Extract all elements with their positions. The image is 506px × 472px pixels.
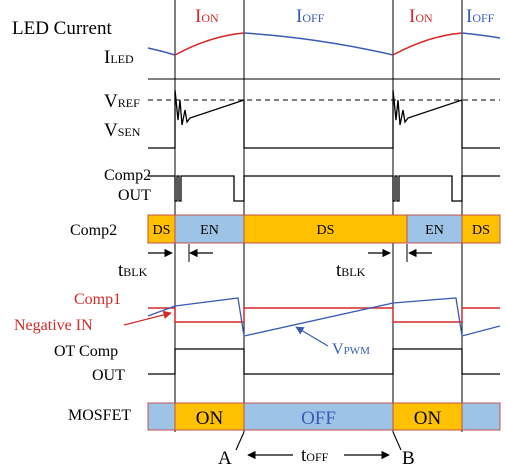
i-led-waveform-off-1: [147, 47, 176, 56]
label-comp1: Comp1: [74, 291, 121, 308]
ot-comp-out-waveform: [148, 348, 500, 375]
t-blk-marker-1: tBLK: [118, 244, 213, 281]
t-blk-2-label: tBLK: [336, 260, 366, 281]
v-pwm-arrow: [295, 326, 329, 347]
label-ot-comp-2: OUT: [92, 367, 125, 384]
comp2-state-ds-1: [147, 214, 176, 244]
mosfet-state-off-2: [243, 402, 394, 431]
label-point-a: A: [218, 448, 232, 469]
phase-label-ion-1: ION: [195, 6, 219, 27]
phase-label-ion-2: ION: [409, 6, 433, 27]
label-ot-comp-1: OT Comp: [54, 343, 118, 360]
comp2-state-en-2-label: EN: [425, 223, 444, 238]
comp2-state-ds-2: [243, 214, 408, 244]
mosfet-state-on-2: [392, 402, 463, 431]
v-pwm-waveform: [147, 297, 501, 337]
i-led-waveform-off-2: [243, 32, 394, 56]
label-comp2-out-2: OUT: [118, 187, 151, 204]
label-v-ref: VREF: [104, 91, 140, 112]
label-negative-in: Negative IN: [14, 317, 93, 334]
comp2-state-bar: DS EN DS EN DS: [147, 214, 501, 244]
phase-label-ioff-2: IOFF: [466, 6, 495, 27]
label-comp2-out-1: Comp2: [104, 167, 151, 184]
label-t-off: tOFF: [301, 445, 329, 466]
mosfet-state-off-3: [461, 402, 501, 431]
negative-in-arrow: [123, 310, 172, 326]
label-comp2: Comp2: [70, 222, 117, 239]
mosfet-state-bar: ON OFF ON: [147, 402, 501, 431]
mosfet-state-on-1-label: ON: [196, 408, 224, 429]
label-point-b: B: [402, 448, 415, 469]
label-mosfet: MOSFET: [68, 407, 131, 424]
t-blk-1-label: tBLK: [118, 260, 148, 281]
v-sen-waveform: [148, 89, 500, 149]
comp2-state-ds-3: [461, 214, 501, 244]
mosfet-state-on-2-label: ON: [414, 408, 442, 429]
i-led-waveform-off-3: [461, 32, 501, 39]
comp2-state-ds-2-label: DS: [317, 223, 335, 238]
label-v-sen: VSEN: [104, 120, 141, 141]
comp2-state-en-1-label: EN: [200, 223, 219, 238]
comp1-waveform: [148, 307, 500, 323]
t-blk-marker-2: tBLK: [336, 244, 432, 281]
label-v-pwm: VPWM: [332, 341, 370, 358]
comp2-out-waveform: [148, 175, 500, 202]
mosfet-state-off-2-label: OFF: [301, 408, 336, 429]
comp2-state-en-2: [406, 214, 463, 244]
phase-label-ioff-1: IOFF: [296, 6, 325, 27]
point-a-pointer: [235, 431, 245, 451]
comp2-state-ds-1-label: DS: [153, 223, 171, 238]
mosfet-state-off-1: [147, 402, 176, 431]
label-led-current: LED Current: [12, 18, 112, 39]
comp2-state-ds-3-label: DS: [472, 223, 490, 238]
i-led-waveform-on-2: [392, 32, 463, 56]
point-b-pointer: [392, 431, 402, 451]
label-i-led: ILED: [104, 47, 134, 68]
mosfet-state-on-1: [174, 402, 245, 431]
i-led-waveform-on-1: [174, 32, 245, 56]
